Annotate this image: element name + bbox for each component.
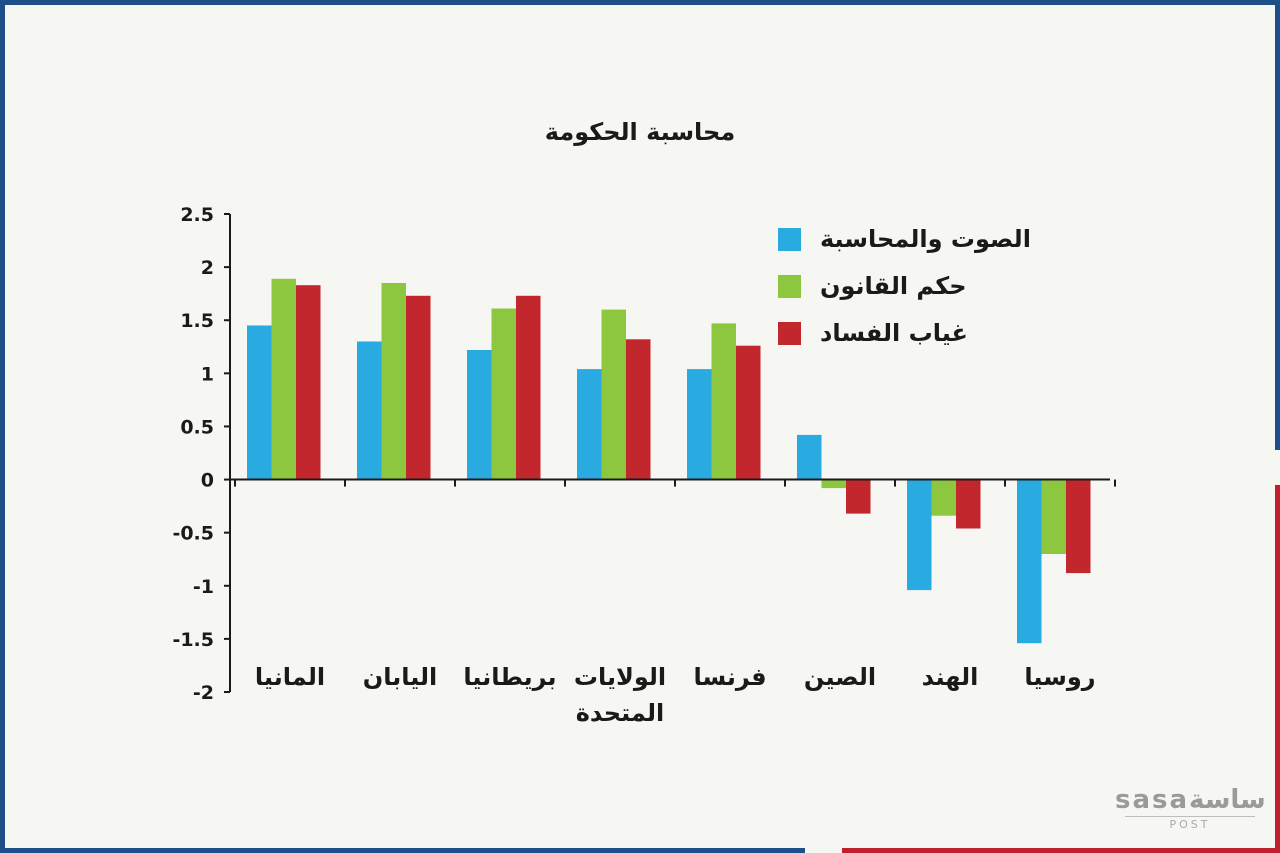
bar	[271, 278, 296, 480]
x-tick-label: الولايات	[574, 663, 666, 691]
y-tick-label: 2.5	[180, 204, 214, 226]
bar	[601, 309, 626, 480]
y-tick-label: -1	[193, 576, 214, 598]
bar	[491, 308, 516, 480]
chart-title: محاسبة الحكومة	[545, 118, 735, 146]
x-tick-label: بريطانيا	[463, 663, 556, 691]
bar	[736, 345, 761, 480]
chart-legend: الصوت والمحاسبة حكم القانون غياب الفساد	[778, 225, 1031, 347]
bar	[381, 283, 406, 480]
legend-swatch	[778, 322, 801, 345]
y-tick-label: -2	[193, 682, 214, 704]
bar	[467, 350, 492, 480]
y-tick-label: -1.5	[172, 629, 214, 651]
bar	[687, 369, 712, 480]
x-tick-label: فرنسا	[693, 663, 766, 691]
bar	[406, 295, 431, 480]
bar	[516, 295, 541, 480]
legend-swatch	[778, 275, 801, 298]
bar	[821, 479, 846, 489]
frame-right-border-red	[1275, 485, 1280, 853]
legend-swatch	[778, 228, 801, 251]
x-tick-label: اليابان	[363, 663, 438, 691]
bar	[1066, 479, 1091, 574]
bar	[1017, 479, 1042, 644]
logo-subtext: POST	[1125, 816, 1255, 831]
bar	[711, 323, 736, 480]
x-tick-label: الصين	[804, 663, 876, 691]
x-tick-label: المانيا	[255, 663, 325, 691]
frame-bottom-border-red	[842, 848, 1280, 853]
y-tick-label: 1.5	[180, 310, 214, 332]
bar	[931, 479, 956, 516]
y-tick-label: 0	[201, 470, 214, 492]
y-tick-label: 1	[201, 363, 214, 385]
bar	[797, 434, 822, 480]
bar	[956, 479, 981, 529]
y-tick-label: -0.5	[172, 523, 214, 545]
bar	[357, 341, 382, 480]
bar	[296, 285, 321, 480]
sasapost-logo: sasaساسة POST	[1115, 786, 1265, 831]
bar	[577, 369, 602, 480]
y-tick-label: 2	[201, 257, 214, 279]
bar	[247, 325, 272, 480]
bar	[907, 479, 932, 591]
frame-bottom-border-blue	[0, 848, 805, 853]
legend-label: الصوت والمحاسبة	[820, 225, 1031, 253]
frame-right-border-blue	[1275, 0, 1280, 450]
legend-label: غياب الفساد	[820, 319, 968, 347]
bar	[1041, 479, 1066, 554]
bar	[846, 479, 871, 514]
frame-left-border	[0, 0, 5, 853]
frame-top-border	[0, 0, 1280, 5]
bar	[626, 339, 651, 480]
logo-text: sasaساسة	[1115, 785, 1266, 815]
x-tick-label: المتحدة	[576, 699, 664, 727]
x-tick-label: روسيا	[1024, 663, 1095, 691]
x-tick-label: الهند	[922, 663, 979, 691]
plot-area: 2.5 2 1.5 1 0.5 0 -0.5 -1 -1.5 -2 المانيا اليابان بر…	[172, 204, 1116, 727]
legend-label: حكم القانون	[820, 272, 967, 300]
y-tick-label: 0.5	[180, 416, 214, 438]
